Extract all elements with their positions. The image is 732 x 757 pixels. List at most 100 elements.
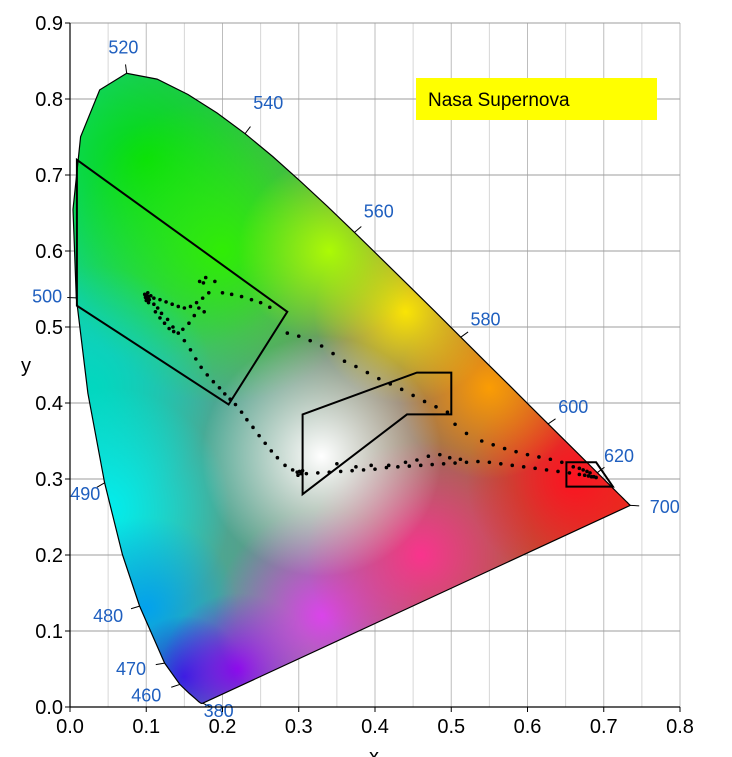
data-point bbox=[487, 460, 492, 465]
data-point bbox=[197, 279, 202, 284]
data-point bbox=[464, 460, 469, 465]
data-point bbox=[386, 463, 391, 468]
data-point bbox=[201, 281, 206, 285]
wavelength-labels: 380 460 470 480 490 500 520 540 560 580 600 620 700 bbox=[32, 37, 680, 720]
data-point bbox=[407, 464, 412, 468]
data-point bbox=[158, 297, 162, 302]
data-point bbox=[430, 462, 434, 467]
data-point bbox=[354, 364, 358, 369]
data-point bbox=[182, 338, 187, 343]
data-point bbox=[577, 472, 582, 477]
data-point bbox=[245, 417, 249, 422]
data-point bbox=[556, 469, 560, 474]
data-point bbox=[158, 316, 162, 320]
data-point bbox=[220, 291, 225, 295]
data-point bbox=[388, 382, 393, 386]
data-point bbox=[263, 441, 268, 446]
data-point bbox=[228, 397, 232, 402]
data-point bbox=[304, 471, 309, 476]
y-axis-label: y bbox=[21, 355, 31, 377]
data-point bbox=[447, 455, 452, 460]
y-tick-label: 0.0 bbox=[35, 697, 63, 719]
data-point bbox=[396, 465, 400, 469]
data-point bbox=[350, 468, 354, 473]
y-tick-label: 0.7 bbox=[35, 165, 63, 187]
data-point bbox=[300, 468, 305, 473]
data-point bbox=[155, 306, 160, 310]
data-point bbox=[525, 452, 530, 457]
wavelength-label: 620 bbox=[604, 446, 634, 466]
region-boxes bbox=[75, 157, 615, 497]
wavelength-tick bbox=[155, 662, 165, 666]
data-point bbox=[585, 469, 589, 474]
data-point bbox=[206, 291, 211, 295]
data-point bbox=[269, 449, 274, 453]
data-point bbox=[145, 291, 150, 295]
data-point bbox=[217, 386, 222, 390]
data-point bbox=[229, 292, 234, 297]
wavelength-label: 560 bbox=[364, 201, 394, 221]
data-point bbox=[283, 463, 287, 468]
data-point bbox=[335, 462, 339, 466]
data-point bbox=[143, 295, 148, 300]
data-point bbox=[502, 446, 507, 451]
x-tick-label: 0.5 bbox=[437, 716, 465, 738]
data-point bbox=[567, 471, 572, 475]
data-point bbox=[192, 313, 197, 318]
data-point bbox=[327, 470, 332, 474]
data-point bbox=[170, 302, 174, 307]
wavelength-tick bbox=[130, 605, 140, 610]
data-point bbox=[187, 321, 191, 326]
data-point bbox=[296, 334, 301, 338]
data-point bbox=[403, 460, 408, 465]
x-tick-label: 0.4 bbox=[361, 716, 389, 738]
data-point bbox=[365, 370, 370, 375]
data-point bbox=[441, 462, 446, 466]
x-tick-label: 0.6 bbox=[514, 716, 542, 738]
data-point bbox=[199, 365, 203, 370]
data-point bbox=[418, 463, 423, 468]
data-point bbox=[211, 379, 216, 384]
data-point bbox=[233, 402, 238, 407]
data-point bbox=[171, 325, 175, 329]
data-point bbox=[147, 297, 152, 302]
data-point bbox=[411, 393, 415, 398]
data-point bbox=[239, 294, 244, 299]
wavelength-label: 600 bbox=[558, 397, 588, 417]
wavelength-tick bbox=[96, 482, 105, 488]
data-point bbox=[342, 359, 347, 364]
data-point bbox=[267, 305, 272, 310]
data-point bbox=[257, 433, 261, 438]
data-point bbox=[188, 304, 193, 309]
data-point bbox=[153, 310, 158, 314]
data-point bbox=[152, 296, 156, 300]
data-point bbox=[188, 348, 193, 352]
data-point bbox=[586, 474, 591, 478]
data-point bbox=[453, 422, 457, 427]
data-point bbox=[426, 454, 431, 459]
data-point bbox=[181, 327, 185, 332]
data-point bbox=[581, 468, 585, 472]
y-tick-label: 0.1 bbox=[35, 621, 63, 643]
data-points bbox=[142, 275, 598, 480]
data-point bbox=[453, 461, 457, 465]
data-point bbox=[331, 351, 335, 356]
data-point bbox=[373, 467, 377, 471]
data-point bbox=[290, 468, 295, 472]
data-point bbox=[162, 321, 167, 326]
region-red bbox=[565, 461, 615, 488]
data-point bbox=[361, 468, 366, 472]
wavelength-label: 480 bbox=[93, 606, 123, 626]
region-yellow bbox=[301, 371, 453, 497]
wavelength-label: 540 bbox=[253, 93, 283, 113]
data-point bbox=[588, 471, 592, 475]
wavelength-label: 700 bbox=[650, 497, 680, 517]
data-point bbox=[338, 469, 343, 474]
white-point-glow bbox=[201, 336, 442, 577]
data-point bbox=[146, 300, 151, 305]
data-point bbox=[205, 373, 210, 377]
data-point bbox=[203, 275, 208, 280]
y-tick-label: 0.9 bbox=[35, 13, 63, 35]
data-point bbox=[548, 457, 553, 462]
